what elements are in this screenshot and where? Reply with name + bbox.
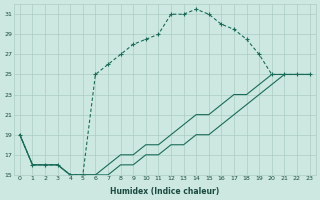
X-axis label: Humidex (Indice chaleur): Humidex (Indice chaleur) [110,187,219,196]
